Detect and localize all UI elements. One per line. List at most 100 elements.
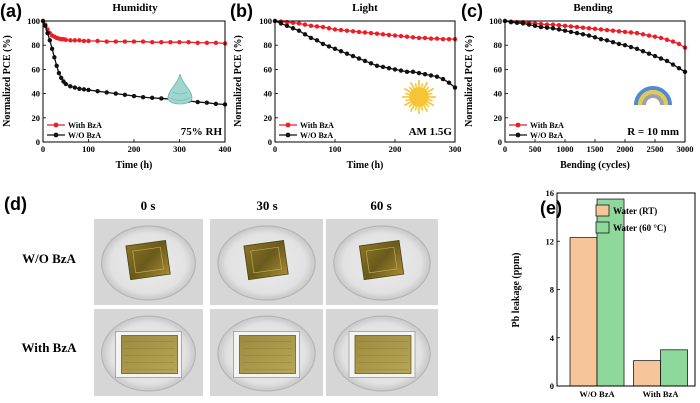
data-point [159,39,164,45]
legend-label: With BzA [530,121,564,130]
row-label-with: With BzA [21,340,77,355]
device-film [121,335,178,374]
legend-swatch-marker [515,132,521,138]
sun-ray [428,98,433,102]
device-film [354,335,412,374]
data-point [550,26,556,31]
panel-e-pb-leakage-chart: (e) W/O BzA With BzA 0 4 8 12 16 Pb leakage (p… [511,188,696,399]
data-point [320,41,326,47]
data-point [43,23,48,29]
data-point [284,23,290,29]
data-point [628,44,634,50]
data-point [177,39,182,45]
data-point [398,33,404,39]
data-point [81,87,87,92]
data-point [598,36,604,42]
petri-dish-rim [336,228,428,298]
data-point [150,95,155,101]
y-tick-label: 8 [550,285,554,295]
data-point [434,74,440,79]
legend-label: W/O BzA [68,131,101,140]
y-axis-label: Normalized PCE (%) [233,35,244,127]
sun-disc [409,87,429,107]
data-point [386,32,392,38]
legend-item-with: With BzA [47,121,102,130]
legend-item-without: W/O BzA [509,131,563,140]
data-point [422,35,428,41]
legend-label: Water (RT) [613,206,657,216]
data-point [410,69,416,75]
data-point [54,63,59,68]
bar-rt [633,360,661,387]
data-point [538,21,544,27]
sun-ray [425,103,430,108]
device-electrode [365,246,398,274]
y-tick-label: 40 [32,89,41,99]
data-point [213,40,219,45]
data-point [56,70,62,76]
data-point [580,25,586,30]
sun-icon [402,80,436,114]
data-point [428,36,434,41]
sun-ray [414,106,418,111]
photo-cell-with-1 [210,309,323,396]
series-line-with-bza [274,20,455,40]
data-point [86,38,91,44]
data-point [140,95,146,100]
data-point [113,39,119,44]
petri-dish-rim [336,318,428,389]
data-point [86,87,91,93]
data-point [410,35,416,40]
data-point [350,53,356,59]
x-axis-label: Time (h) [116,160,153,171]
data-point [446,80,452,85]
x-tick-label: 1000 [557,144,574,154]
sun-ray [408,86,413,91]
sun-ray [423,105,429,113]
data-point [610,39,616,45]
panel-label-e: (e) [540,198,562,218]
data-point [562,23,568,29]
data-point [434,36,440,41]
data-point [320,24,326,30]
data-point [544,25,550,30]
plot-frame [274,20,456,143]
legend-swatch-marker [285,122,291,128]
data-point [446,36,452,42]
water-drop-icon [167,73,193,105]
data-point [646,51,652,56]
panel-b-light-chart: (b) Light 0 100 200 300 0 20 40 60 80 100 Time (h… [230,1,461,171]
data-point [68,38,73,43]
legend-item-60c: Water (60 °C) [595,221,666,234]
data-point [72,85,78,90]
panel-label-c: (c) [461,1,483,21]
panel-label-b: (b) [230,1,253,21]
photo-cell-without-0 [94,219,203,305]
panel-d-photo-grid: (d) 0 s 30 s 60 s W/O BzA With BzA [4,194,438,396]
data-point [338,49,344,54]
data-point [598,27,604,32]
data-point [59,75,64,81]
sun-ray [427,101,435,107]
legend-item-rt: Water (RT) [595,204,657,217]
data-point [122,92,128,98]
sun-ray [405,92,410,96]
data-point [604,38,610,43]
data-point [368,61,374,66]
sun-ray [423,81,429,89]
legend-item-without: W/O BzA [47,131,101,140]
condition-annotation: R = 10 mm [627,126,679,138]
sun-ray [427,87,435,93]
legend-label: With BzA [300,121,334,130]
data-point [622,43,628,48]
y-tick-label: 80 [494,40,503,50]
data-point [213,101,219,107]
data-point [81,38,87,44]
data-point [302,22,308,27]
data-point [514,20,520,26]
data-point [622,29,628,35]
data-point [440,76,446,82]
x-tick-label: 0 [41,144,45,154]
data-point [326,26,332,31]
x-tick-label: 0 [503,144,507,154]
